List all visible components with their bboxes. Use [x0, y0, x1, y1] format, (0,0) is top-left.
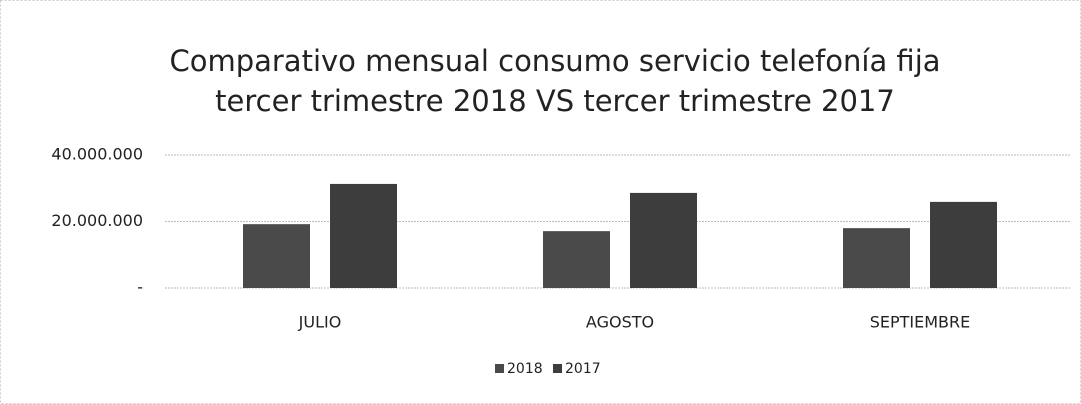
y-tick-label: 20.000.000 [51, 211, 143, 230]
x-tick-label: AGOSTO [586, 313, 654, 332]
chart-title: tercer trimestre 2018 VS tercer trimestr… [215, 84, 895, 118]
y-tick-label: - [137, 278, 143, 297]
y-tick-label: 40.000.000 [51, 145, 143, 164]
bar [330, 183, 397, 288]
legend-label: 2017 [565, 361, 601, 377]
bar [930, 201, 997, 288]
legend-swatch [553, 364, 562, 373]
x-tick-label: SEPTIEMBRE [870, 313, 971, 332]
bar [630, 192, 697, 288]
chart-title: Comparativo mensual consumo servicio tel… [169, 44, 940, 78]
bar [543, 231, 610, 288]
bar [243, 224, 310, 288]
legend-label: 2018 [507, 361, 543, 377]
x-tick-label: JULIO [298, 313, 342, 332]
legend-swatch [495, 364, 504, 373]
bar [843, 228, 910, 288]
